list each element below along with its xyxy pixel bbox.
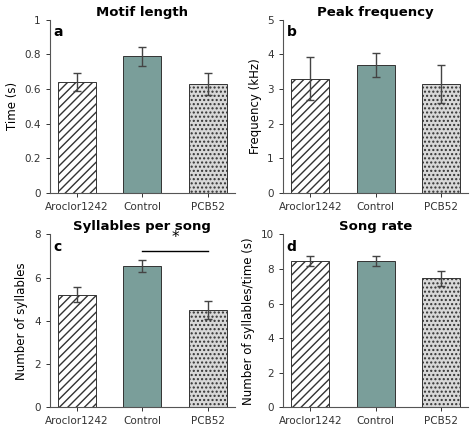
Bar [422, 279, 460, 407]
Text: c: c [54, 239, 62, 254]
Bar [58, 82, 96, 193]
Text: d: d [287, 239, 296, 254]
Title: Syllables per song: Syllables per song [73, 220, 211, 233]
Bar [357, 261, 395, 407]
Title: Motif length: Motif length [96, 6, 189, 19]
Bar [292, 79, 329, 193]
Bar [189, 84, 227, 193]
Text: b: b [287, 25, 296, 39]
Title: Song rate: Song rate [339, 220, 412, 233]
Bar [422, 84, 460, 193]
Title: Peak frequency: Peak frequency [318, 6, 434, 19]
Text: a: a [54, 25, 63, 39]
Bar [292, 261, 329, 407]
Bar [123, 266, 161, 407]
Text: *: * [171, 230, 179, 245]
Bar [357, 65, 395, 193]
Y-axis label: Number of syllables: Number of syllables [16, 262, 28, 380]
Bar [58, 295, 96, 407]
Bar [123, 56, 161, 193]
Y-axis label: Time (s): Time (s) [6, 82, 18, 130]
Bar [189, 310, 227, 407]
Y-axis label: Number of syllables/time (s): Number of syllables/time (s) [242, 237, 255, 405]
Y-axis label: Frequency (kHz): Frequency (kHz) [249, 58, 262, 154]
